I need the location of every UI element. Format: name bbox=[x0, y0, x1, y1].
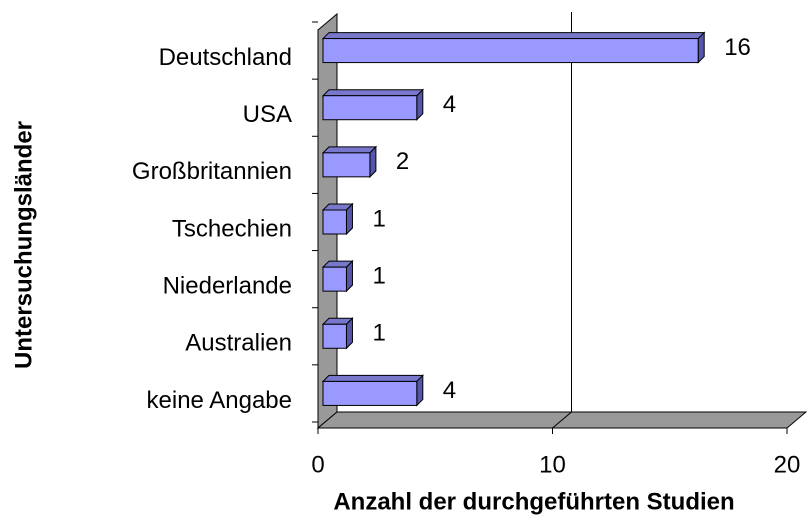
value-label: 1 bbox=[372, 205, 385, 232]
y-axis-title: Untersuchungsländer bbox=[10, 121, 37, 369]
bar bbox=[322, 380, 418, 406]
bar-side bbox=[416, 88, 424, 121]
bar-top bbox=[321, 32, 706, 40]
y-tick-label: Niederlande bbox=[163, 272, 292, 299]
bar-side bbox=[345, 259, 353, 293]
bar-side bbox=[369, 145, 377, 179]
y-tick-label: USA bbox=[243, 101, 292, 128]
bar-side bbox=[697, 31, 705, 64]
bar bbox=[322, 38, 699, 64]
value-label: 1 bbox=[372, 320, 385, 347]
bar bbox=[322, 209, 347, 235]
bar-top bbox=[321, 146, 378, 154]
bar bbox=[322, 152, 371, 178]
value-label: 16 bbox=[724, 34, 751, 61]
bar-top bbox=[321, 89, 425, 97]
y-tick-label: Großbritannien bbox=[132, 158, 292, 185]
value-label: 2 bbox=[396, 148, 409, 175]
bar bbox=[322, 95, 418, 121]
x-tick-label: 10 bbox=[539, 451, 566, 478]
bar-top bbox=[321, 374, 425, 382]
y-tick-label: Australien bbox=[185, 330, 292, 357]
y-tick-label: keine Angabe bbox=[147, 387, 292, 414]
value-label: 1 bbox=[372, 262, 385, 289]
bar-side bbox=[345, 202, 353, 236]
bar bbox=[322, 323, 347, 349]
x-tick-label: 20 bbox=[774, 451, 801, 478]
bar-side bbox=[345, 317, 353, 350]
value-label: 4 bbox=[443, 377, 456, 404]
x-tick-label: 0 bbox=[311, 451, 324, 478]
bar-side bbox=[416, 374, 424, 407]
y-tick-label: Tschechien bbox=[172, 215, 292, 242]
y-tick-label: Deutschland bbox=[159, 44, 292, 71]
value-label: 4 bbox=[443, 91, 456, 118]
grid-line-floor bbox=[552, 411, 572, 429]
x-axis-title: Anzahl der durchgeführten Studien bbox=[333, 488, 734, 515]
bar bbox=[322, 266, 347, 292]
